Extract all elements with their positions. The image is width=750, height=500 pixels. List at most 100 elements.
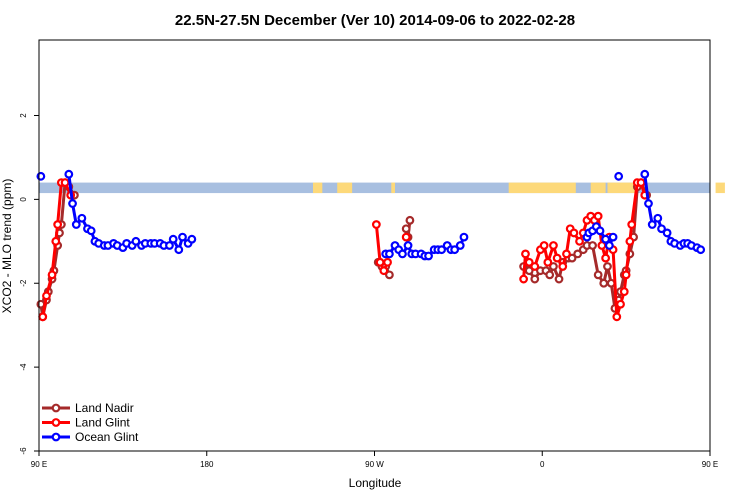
legend-item-land-glint: Land Glint bbox=[42, 416, 130, 430]
x-tick-label: 90 E bbox=[702, 460, 718, 469]
data-point bbox=[398, 249, 407, 259]
data-point bbox=[653, 213, 663, 223]
y-axis: -6 -4 -2 0 2 bbox=[19, 113, 39, 455]
series-ocean-glint bbox=[36, 169, 706, 261]
data-point bbox=[524, 266, 534, 276]
data-point bbox=[401, 224, 411, 234]
data-point bbox=[627, 220, 637, 229]
data-point bbox=[573, 249, 583, 259]
data-point bbox=[647, 220, 657, 229]
data-point bbox=[657, 224, 666, 234]
data-point bbox=[51, 236, 61, 246]
y-tick-label: 0 bbox=[19, 197, 28, 202]
land-ocean-strip bbox=[39, 182, 725, 194]
data-point bbox=[599, 278, 609, 288]
data-point bbox=[616, 299, 625, 309]
data-point bbox=[575, 236, 584, 246]
series-land-nadir bbox=[36, 178, 652, 322]
data-point bbox=[603, 262, 612, 271]
data-point bbox=[601, 234, 611, 244]
y-tick-label: 2 bbox=[19, 113, 28, 118]
legend-marker bbox=[51, 403, 61, 413]
data-point bbox=[165, 241, 174, 250]
data-point bbox=[38, 312, 48, 322]
data-point bbox=[405, 215, 415, 225]
data-point bbox=[178, 232, 187, 242]
data-point bbox=[567, 253, 577, 263]
ocean-band bbox=[39, 182, 710, 194]
data-point bbox=[174, 245, 184, 255]
data-point bbox=[562, 249, 571, 259]
data-point bbox=[64, 169, 74, 179]
data-point bbox=[437, 245, 447, 255]
data-point bbox=[77, 213, 87, 223]
land-segment bbox=[312, 182, 323, 194]
data-point bbox=[662, 228, 672, 238]
data-point bbox=[86, 226, 96, 236]
data-point bbox=[595, 226, 605, 236]
data-point bbox=[168, 234, 178, 244]
data-point bbox=[530, 274, 540, 284]
data-point bbox=[131, 236, 141, 246]
data-point bbox=[385, 249, 394, 259]
land-segment bbox=[590, 182, 606, 194]
data-point bbox=[403, 241, 413, 250]
data-point bbox=[521, 249, 530, 259]
data-point bbox=[187, 234, 197, 244]
data-point bbox=[545, 270, 555, 280]
data-point bbox=[604, 241, 614, 250]
data-point bbox=[519, 274, 529, 284]
data-point bbox=[53, 220, 63, 229]
data-point bbox=[543, 257, 553, 267]
data-point bbox=[625, 236, 635, 246]
legend-marker bbox=[51, 418, 61, 427]
y-tick-label: -4 bbox=[19, 363, 28, 371]
data-point bbox=[552, 253, 562, 263]
y-tick-label: -6 bbox=[19, 447, 28, 455]
data-point bbox=[47, 270, 57, 280]
data-point bbox=[371, 220, 381, 229]
data-point bbox=[593, 270, 603, 280]
data-point bbox=[549, 262, 558, 271]
data-point bbox=[375, 257, 385, 267]
legend-label: Land Glint bbox=[75, 416, 130, 430]
legend-marker bbox=[51, 432, 61, 442]
land-segment bbox=[391, 182, 396, 194]
x-tick-label: 90 W bbox=[365, 460, 384, 469]
data-point bbox=[588, 241, 597, 250]
data-point bbox=[554, 274, 564, 284]
data-point bbox=[558, 262, 568, 271]
data-point bbox=[524, 257, 534, 267]
data-point bbox=[569, 228, 579, 238]
x-axis: 90 E 180 90 W 0 90 E bbox=[31, 451, 718, 469]
land-segment bbox=[337, 182, 353, 194]
data-point bbox=[636, 178, 646, 187]
legend-label: Ocean Glint bbox=[75, 430, 139, 444]
data-point bbox=[450, 245, 460, 255]
y-axis-label: XCO2 - MLO trend (ppm) bbox=[0, 179, 14, 314]
data-point bbox=[530, 262, 540, 271]
x-tick-label: 90 E bbox=[31, 460, 47, 469]
data-point bbox=[608, 232, 618, 242]
series-line bbox=[374, 224, 389, 273]
x-tick-label: 180 bbox=[200, 460, 214, 469]
data-point bbox=[60, 178, 70, 187]
data-point bbox=[696, 245, 706, 255]
data-point bbox=[601, 253, 611, 263]
data-point bbox=[68, 199, 77, 208]
series-layer bbox=[36, 169, 706, 322]
legend-label: Land Nadir bbox=[75, 401, 134, 415]
data-point bbox=[379, 266, 389, 276]
x-axis-label: Longitude bbox=[349, 476, 402, 490]
data-point bbox=[644, 199, 653, 208]
land-segment bbox=[607, 182, 636, 194]
data-point bbox=[385, 270, 394, 280]
data-point bbox=[640, 169, 650, 179]
series-land-glint bbox=[38, 178, 650, 322]
chart-title: 22.5N-27.5N December (Ver 10) 2014-09-06… bbox=[175, 12, 575, 29]
data-point bbox=[621, 270, 631, 280]
land-segment bbox=[715, 182, 725, 194]
legend-item-land-nadir: Land Nadir bbox=[42, 401, 134, 415]
data-point bbox=[401, 232, 411, 242]
